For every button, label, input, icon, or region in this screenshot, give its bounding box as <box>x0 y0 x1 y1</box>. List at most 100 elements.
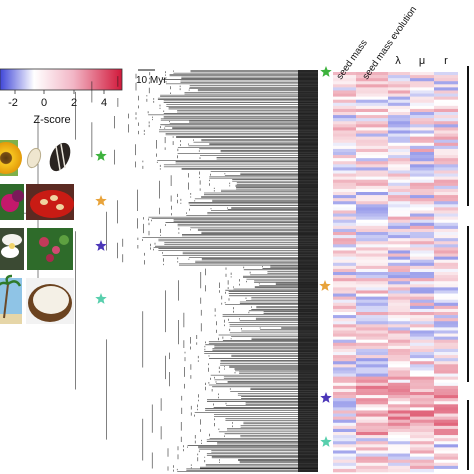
heatmap-cell <box>434 195 458 199</box>
heatmap-cell <box>356 219 388 224</box>
heatmap-cell <box>388 355 410 359</box>
heatmap-cell <box>356 293 388 297</box>
heatmap-cell <box>388 185 410 190</box>
heatmap-cell <box>410 419 434 424</box>
heatmap-cell <box>333 299 356 304</box>
heatmap-cell <box>410 173 434 177</box>
colorbar-gradient <box>0 68 123 91</box>
heatmap-cell <box>356 425 388 430</box>
heatmap-cell <box>356 281 388 285</box>
heatmap-cell <box>410 416 434 420</box>
heatmap-cell <box>434 447 458 451</box>
heatmap-cell <box>333 182 356 187</box>
heatmap-cell <box>333 395 356 399</box>
heatmap-cell <box>356 441 388 445</box>
heatmap-cell <box>434 385 458 390</box>
heatmap-cell <box>388 281 410 285</box>
heatmap-cell <box>356 284 388 288</box>
heatmap-cell <box>388 241 410 245</box>
heatmap-cell <box>434 238 458 242</box>
heatmap-cell <box>410 93 434 97</box>
colorbar-tick-label: 2 <box>71 97 77 109</box>
heatmap-cell <box>333 438 356 442</box>
heatmap-cell <box>333 256 356 260</box>
heatmap-cell <box>410 364 434 368</box>
heatmap-cell <box>410 308 434 313</box>
heatmap-cell <box>434 318 458 322</box>
heatmap-cell <box>333 305 356 310</box>
heatmap-cell <box>356 259 388 264</box>
heatmap-cell <box>388 416 410 420</box>
heatmap-cell <box>410 281 434 285</box>
clade-markers <box>95 66 332 447</box>
heatmap-cell <box>410 398 434 402</box>
heatmap-cell <box>356 398 388 402</box>
heatmap-cell <box>410 327 434 331</box>
heatmap-cell <box>356 388 388 393</box>
heatmap-cell <box>388 404 410 408</box>
clade-star-marker <box>95 293 107 304</box>
heatmap-cell <box>388 401 410 405</box>
heatmap-cell <box>356 407 388 411</box>
heatmap-cell <box>333 176 356 180</box>
heatmap-cell <box>434 250 458 254</box>
heatmap-cell <box>410 302 434 307</box>
heatmap-cell <box>410 456 434 460</box>
heatmap-cell <box>410 253 434 257</box>
heatmap-cell <box>333 324 356 328</box>
heatmap-cell <box>434 425 458 430</box>
heatmap-cell <box>434 130 458 134</box>
heatmap-cell <box>388 413 410 417</box>
heatmap-cell <box>388 327 410 331</box>
heatmap-cell <box>434 370 458 374</box>
heatmap-cell <box>356 330 388 334</box>
heatmap-cell <box>356 468 388 473</box>
heatmap-cell <box>434 404 458 408</box>
heatmap-cell <box>356 444 388 448</box>
heatmap-cell <box>434 376 458 380</box>
heatmap-cell <box>356 401 388 405</box>
heatmap-cell <box>410 367 434 371</box>
heatmap-cell <box>434 401 458 405</box>
heatmap-cell <box>388 219 410 224</box>
heatmap-cell <box>333 428 356 433</box>
heatmap-cell <box>434 78 458 82</box>
heatmap-cell <box>434 435 458 439</box>
heatmap-cell <box>410 105 434 110</box>
heatmap-cell <box>356 419 388 424</box>
heatmap-cell <box>356 250 388 254</box>
heatmap-cell <box>410 121 434 125</box>
heatmap-cell <box>333 262 356 267</box>
heatmap-cell <box>410 355 434 359</box>
heatmap-cell <box>333 87 356 91</box>
heatmap-cell <box>434 265 458 270</box>
heatmap-cell <box>388 318 410 322</box>
heatmap-cell <box>356 324 388 328</box>
heatmap-cell <box>410 139 434 144</box>
heatmap-cell <box>356 96 388 100</box>
heatmap-cell <box>333 167 356 171</box>
heatmap-cell <box>388 302 410 307</box>
heatmap-cell <box>388 192 410 196</box>
heatmap-cell <box>434 87 458 91</box>
heatmap-cell <box>356 272 388 276</box>
heatmap-cell <box>333 93 356 97</box>
heatmap-cell <box>356 105 388 110</box>
heatmap-cell <box>333 225 356 230</box>
heatmap-cell <box>410 315 434 319</box>
heatmap-cell <box>388 364 410 368</box>
clade-star-marker <box>95 240 107 251</box>
heatmap-cell <box>410 299 434 304</box>
heatmap-cell <box>333 468 356 473</box>
heatmap-cell <box>388 155 410 159</box>
heatmap-cell <box>388 250 410 254</box>
heatmap-cell <box>356 379 388 384</box>
heatmap-cell <box>410 247 434 251</box>
heatmap-cell <box>434 456 458 460</box>
heatmap-cell <box>333 382 356 387</box>
heatmap-cell <box>434 112 458 116</box>
heatmap-cell <box>434 192 458 196</box>
heatmap-cell <box>356 192 388 196</box>
heatmap-cell <box>388 352 410 356</box>
heatmap-cell <box>356 287 388 291</box>
